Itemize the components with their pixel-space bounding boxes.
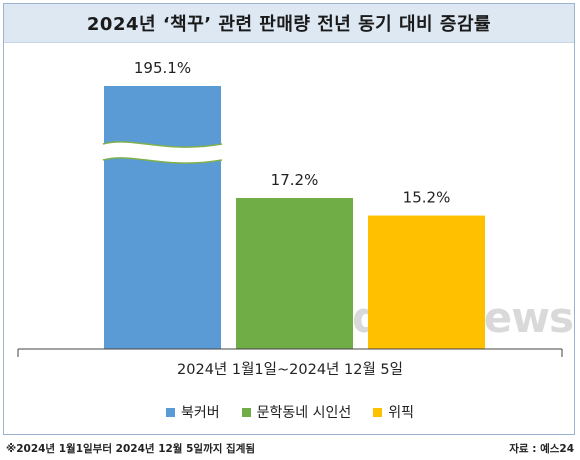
data-label-1: 195.1%: [134, 59, 191, 77]
legend-label: 위픽: [388, 405, 415, 421]
bar-3: [368, 215, 485, 349]
footnote: ※2024년 1월1일부터 2024년 12월 5일까지 집계됨: [6, 443, 256, 455]
bar-2: [236, 198, 353, 349]
axis-break-line-bottom: [102, 157, 223, 164]
footer: ※2024년 1월1일부터 2024년 12월 5일까지 집계됨 자료 : 예스…: [0, 441, 580, 459]
data-label-3: 15.2%: [403, 189, 451, 207]
title-bar: 2024년 ‘책꾸’ 관련 판매량 전년 동기 대비 증감률: [4, 4, 574, 43]
data-label-2: 17.2%: [271, 171, 319, 189]
legend-label: 문학동네 시인선: [256, 405, 352, 421]
legend-item-3: 위픽: [373, 402, 414, 422]
legend-swatch: [165, 407, 175, 417]
chart-title: 2024년 ‘책꾸’ 관련 판매량 전년 동기 대비 증감률: [86, 14, 492, 35]
source-credit: 자료 : 예스24: [509, 443, 574, 455]
legend-swatch: [373, 407, 383, 417]
legend-swatch: [241, 407, 251, 417]
legend-item-1: 북커버: [165, 402, 220, 422]
axis-break-line-top: [102, 141, 223, 148]
x-axis-label: 2024년 1월1일~2024년 12월 5일: [177, 361, 403, 378]
legend-item-2: 문학동네 시인선: [241, 402, 352, 422]
legend: 북커버 문학동네 시인선 위픽: [0, 402, 580, 422]
bar-1: [104, 86, 221, 349]
legend-label: 북커버: [180, 405, 220, 421]
